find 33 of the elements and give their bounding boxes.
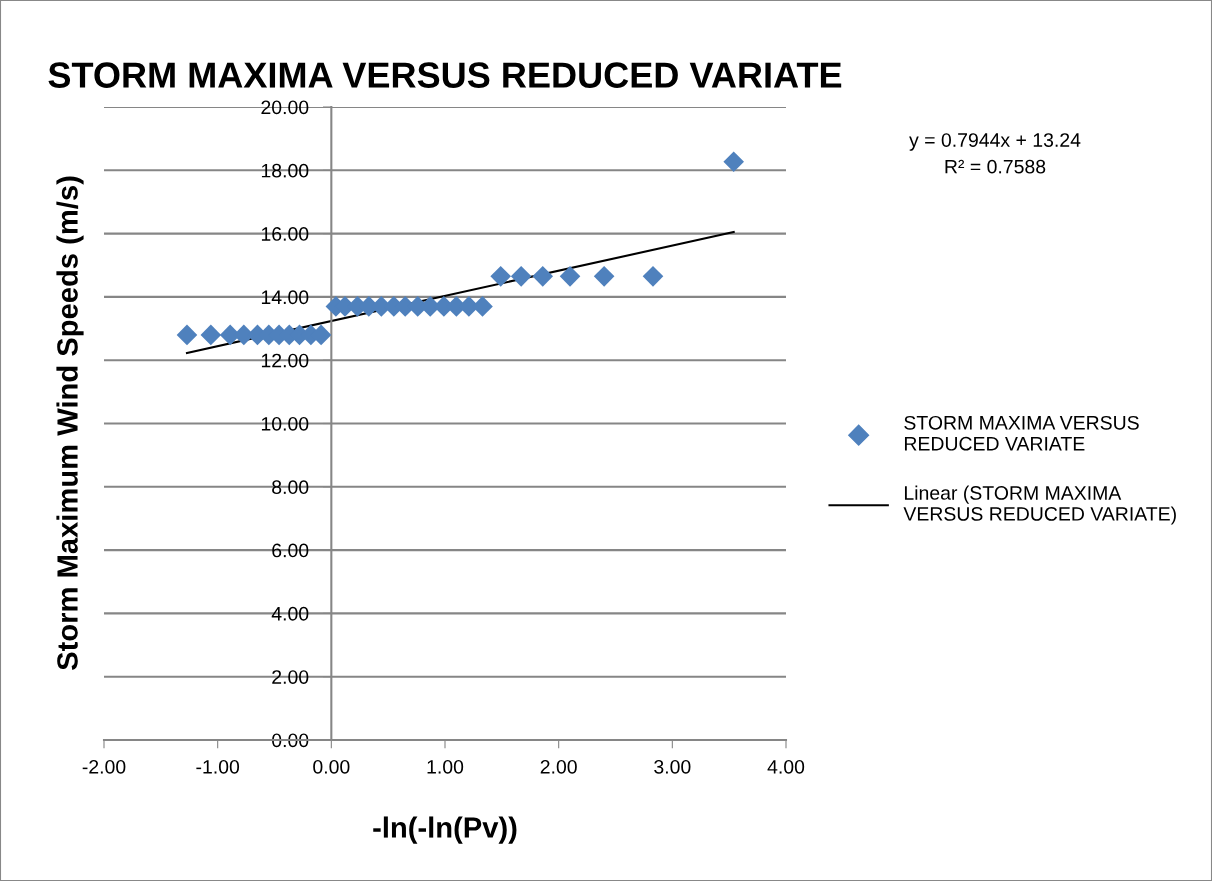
legend-label: STORM MAXIMA VERSUS REDUCED VARIATE xyxy=(904,415,1139,451)
y-tick-label: 10.00 xyxy=(261,416,309,431)
x-axis-title: -ln(-ln(Pv)) xyxy=(373,816,517,844)
y-tick-label: 4.00 xyxy=(271,606,309,621)
x-tick-label: 1.00 xyxy=(427,759,464,774)
y-axis-title: Storm Maximum Wind Speeds (m/s) xyxy=(56,176,84,670)
text: y = 0.7944x + 13.24 R² = 0.7588 xyxy=(909,133,1081,174)
x-tick-label: 3.00 xyxy=(654,759,691,774)
point xyxy=(532,266,554,287)
point xyxy=(723,151,745,173)
y-tick-label: 8.00 xyxy=(272,480,309,495)
point xyxy=(559,266,581,287)
y-tick-label: 18.00 xyxy=(261,163,309,178)
y-tick-label: 20.00 xyxy=(261,100,309,115)
point xyxy=(200,324,222,346)
point xyxy=(472,296,493,317)
point xyxy=(176,324,198,346)
point xyxy=(593,266,615,287)
y-tick-label: 6.00 xyxy=(272,543,309,558)
chart-title: STORM MAXIMA VERSUS REDUCED VARIATE xyxy=(48,62,842,88)
y-tick-label: 14.00 xyxy=(261,290,309,305)
x-tick-label: -2.00 xyxy=(82,759,126,774)
y-tick-label: 12.00 xyxy=(261,353,309,368)
x-tick-label: 4.00 xyxy=(767,759,805,774)
x-tick-label: 2.00 xyxy=(540,759,577,774)
y-tick-label: 16.00 xyxy=(261,227,309,241)
y-tick-label: 2.00 xyxy=(272,670,309,684)
x-tick-label: 0.00 xyxy=(313,759,350,774)
point xyxy=(642,266,664,287)
legend-label: Linear (STORM MAXIMA VERSUS REDUCED VARIATE) xyxy=(903,485,1176,525)
point xyxy=(510,266,532,287)
x-tick-label: -1.00 xyxy=(196,759,240,774)
point xyxy=(490,266,511,287)
